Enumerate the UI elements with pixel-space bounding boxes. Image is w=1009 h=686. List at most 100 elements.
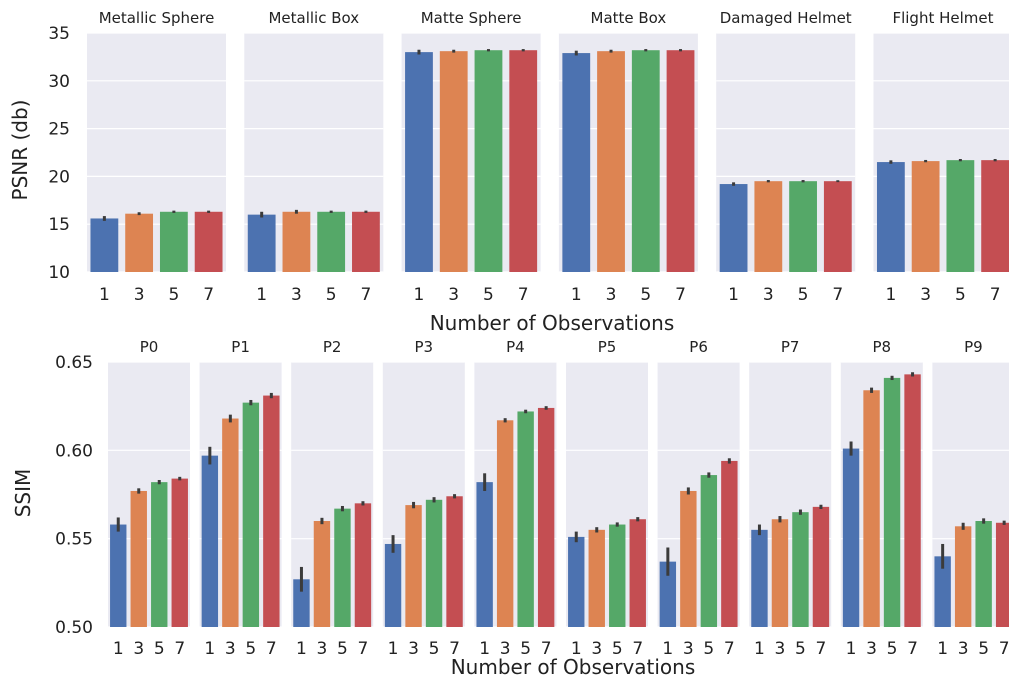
ssim-bar: [497, 420, 513, 627]
psnr-x-tick: 7: [832, 285, 843, 305]
psnr-y-axis-label: PSNR (db): [8, 100, 32, 201]
ssim-x-tick: 1: [846, 639, 857, 659]
psnr-bar: [912, 161, 940, 272]
psnr-bar: [90, 218, 118, 272]
ssim-x-tick: 1: [204, 639, 215, 659]
psnr-panel-title: Matte Box: [591, 9, 667, 27]
psnr-x-tick: 5: [483, 285, 494, 305]
ssim-y-axis-label: SSIM: [11, 469, 35, 518]
ssim-panel-8: P8 1 3 5 7: [841, 338, 923, 659]
psnr-panel-title: Damaged Helmet: [720, 9, 852, 27]
ssim-x-tick: 5: [429, 639, 440, 659]
ssim-panel-0: P0 1 3 5 7: [108, 338, 190, 659]
psnr-x-tick: 1: [571, 285, 582, 305]
ssim-x-tick: 3: [408, 639, 419, 659]
ssim-x-tick: 7: [999, 639, 1009, 659]
ssim-x-tick: 5: [154, 639, 165, 659]
ssim-bar: [334, 509, 350, 627]
ssim-panel-title: P6: [689, 338, 708, 356]
psnr-bar: [981, 160, 1009, 272]
psnr-x-tick: 5: [955, 285, 966, 305]
ssim-x-tick: 5: [245, 639, 256, 659]
ssim-panel-2: P21 3 5 7: [291, 338, 373, 659]
ssim-bar: [131, 491, 147, 627]
psnr-panel-2: Matte Sphere1 3 5 7: [402, 9, 541, 305]
ssim-bar: [355, 503, 371, 627]
ssim-x-tick: 5: [887, 639, 898, 659]
ssim-panel-title: P4: [506, 338, 525, 356]
ssim-bar: [813, 507, 829, 627]
ssim-x-tick: 3: [317, 639, 328, 659]
ssim-bar: [476, 482, 492, 627]
ssim-bar: [792, 512, 808, 627]
ssim-bar: [589, 530, 605, 627]
psnr-x-tick: 5: [640, 285, 651, 305]
ssim-x-tick: 7: [358, 639, 369, 659]
psnr-y-tick-3: 25: [48, 120, 70, 140]
psnr-x-tick: 1: [885, 285, 896, 305]
ssim-x-tick: 3: [775, 639, 786, 659]
ssim-panel-title: P0: [140, 338, 159, 356]
ssim-x-tick: 3: [866, 639, 877, 659]
psnr-x-tick: 3: [763, 285, 774, 305]
psnr-x-tick: 7: [361, 285, 372, 305]
psnr-x-tick: 3: [920, 285, 931, 305]
ssim-panel-7: P7 1 3 5 7: [749, 338, 831, 659]
psnr-y-tick-1: 15: [48, 215, 70, 235]
ssim-bar: [110, 525, 126, 627]
ssim-bar: [243, 403, 259, 627]
psnr-bar: [632, 50, 660, 272]
psnr-bar: [283, 212, 311, 272]
ssim-x-tick: 3: [225, 639, 236, 659]
ssim-panel-title: P2: [323, 338, 342, 356]
ssim-y-tick-3: 0.65: [55, 353, 93, 373]
ssim-panel-1: P1 1 3 5 7: [200, 338, 282, 659]
ssim-x-tick: 5: [978, 639, 989, 659]
psnr-bar: [877, 162, 905, 272]
psnr-x-tick: 7: [203, 285, 214, 305]
ssim-panel-title: P1: [231, 338, 250, 356]
ssim-x-tick: 7: [266, 639, 277, 659]
ssim-x-tick: 1: [754, 639, 765, 659]
ssim-panel-3: P31 3 5 7: [383, 338, 465, 659]
psnr-x-axis-label: Number of Observations: [430, 311, 675, 335]
ssim-y-tick-0: 0.50: [55, 618, 93, 638]
ssim-y-tick-1: 0.55: [55, 530, 93, 550]
psnr-bar: [754, 181, 782, 272]
ssim-x-tick: 7: [816, 639, 827, 659]
ssim-bar: [263, 396, 279, 627]
psnr-bar: [405, 52, 433, 272]
ssim-x-tick: 1: [113, 639, 124, 659]
psnr-bar: [509, 50, 537, 272]
psnr-bar: [317, 212, 345, 272]
ssim-bar: [630, 519, 646, 627]
psnr-panel-4: Damaged Helmet 1 3 5 7: [716, 9, 855, 305]
psnr-bar: [195, 212, 223, 272]
psnr-panel-title: Metallic Box: [268, 9, 359, 27]
ssim-panel-9: P91 3 5 7: [932, 338, 1009, 659]
ssim-bar: [751, 530, 767, 627]
ssim-bar: [843, 449, 859, 627]
psnr-x-tick: 1: [728, 285, 739, 305]
ssim-bar: [405, 505, 421, 627]
psnr-y-tick-0: 10: [48, 263, 70, 283]
ssim-x-tick: 7: [174, 639, 185, 659]
psnr-panel-0: Metallic Sphere 1 3 5 7: [87, 9, 226, 305]
psnr-x-tick: 1: [414, 285, 425, 305]
psnr-x-tick: 5: [168, 285, 179, 305]
psnr-panel-1: Metallic Box 1 3 5 7: [244, 9, 383, 305]
ssim-panel-title: P7: [781, 338, 800, 356]
ssim-bar: [721, 461, 737, 627]
psnr-y-tick-5: 35: [48, 24, 70, 44]
psnr-y-tick-2: 20: [48, 167, 70, 187]
psnr-panel-title: Matte Sphere: [421, 9, 522, 27]
ssim-bar: [202, 456, 218, 627]
psnr-bar: [789, 181, 817, 272]
ssim-bar: [772, 519, 788, 627]
ssim-x-tick: 7: [724, 639, 735, 659]
ssim-panel-5: P5 1 3 5 7: [566, 338, 648, 659]
psnr-x-tick: 3: [134, 285, 145, 305]
ssim-bar: [222, 419, 238, 627]
ssim-bar: [446, 496, 462, 627]
